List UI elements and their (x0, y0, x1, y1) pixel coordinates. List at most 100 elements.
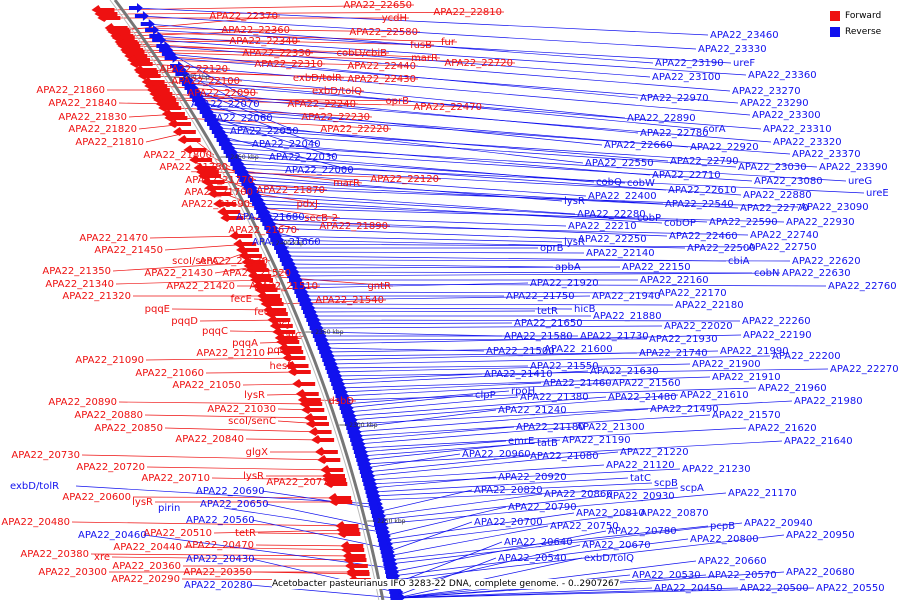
forward-gene-label[interactable]: APA22_21350 (42, 266, 111, 277)
forward-gene-label[interactable]: APA22_21340 (45, 279, 114, 290)
reverse-gene-label[interactable]: ureF (733, 58, 755, 69)
reverse-gene-label[interactable]: APA22_22040 (252, 139, 321, 150)
reverse-gene-label[interactable]: rpoH (511, 386, 535, 397)
forward-gene-label[interactable]: APA22_21060 (135, 368, 204, 379)
reverse-gene-label[interactable]: APA22_21600 (544, 344, 613, 355)
reverse-gene-label[interactable]: APA22_22050 (230, 126, 299, 137)
forward-gene-label[interactable]: marR (333, 178, 360, 189)
forward-gene-label[interactable]: aatC (279, 331, 302, 342)
reverse-gene-label[interactable]: APA22_23390 (819, 162, 888, 173)
reverse-gene-label[interactable]: tetR (537, 306, 558, 317)
reverse-gene-label[interactable]: scpB (654, 478, 678, 489)
reverse-gene-label[interactable]: APA22_21480 (608, 392, 677, 403)
reverse-gene-label[interactable]: APA22_21750 (506, 291, 575, 302)
reverse-gene-label[interactable]: oprB (540, 243, 564, 254)
reverse-gene-label[interactable]: APA22_22770 (740, 203, 809, 214)
reverse-gene-label[interactable]: APA22_20640 (504, 537, 573, 548)
reverse-gene-label[interactable]: APA22_20660 (698, 556, 767, 567)
forward-gene-label[interactable]: APA22_22220 (320, 124, 389, 135)
reverse-gene-label[interactable]: APA22_21980 (794, 396, 863, 407)
reverse-gene-label[interactable]: APA22_23080 (754, 176, 823, 187)
reverse-gene-label[interactable]: APA22_20280 (184, 580, 253, 591)
reverse-gene-label[interactable]: APA22_21730 (580, 331, 649, 342)
reverse-gene-label[interactable]: corA (703, 124, 726, 135)
forward-gene-label[interactable]: APA22_22340 (229, 36, 298, 47)
reverse-gene-label[interactable]: APA22_22880 (743, 190, 812, 201)
reverse-gene-label[interactable]: APA22_22030 (269, 152, 338, 163)
forward-gene-label[interactable]: APA22_22120 (370, 174, 439, 185)
reverse-gene-label[interactable]: scpA (680, 483, 704, 494)
forward-gene-label[interactable]: cobD/cbiB (336, 48, 387, 59)
forward-gene-label[interactable]: APA22_22440 (347, 61, 416, 72)
reverse-gene-label[interactable]: APA22_22210 (568, 221, 637, 232)
forward-gene-label[interactable]: pqqE (145, 304, 170, 315)
forward-gene-label[interactable]: APA22_21860 (36, 85, 105, 96)
reverse-gene-label[interactable]: APA22_22590 (709, 217, 778, 228)
reverse-gene-label[interactable]: APA22_21560 (612, 378, 681, 389)
forward-gene-label[interactable]: APA22_21690 (181, 199, 250, 210)
reverse-gene-label[interactable]: APA22_21220 (620, 447, 689, 458)
reverse-gene-label[interactable]: APA22_21960 (758, 383, 827, 394)
reverse-gene-label[interactable]: APA22_23030 (738, 162, 807, 173)
forward-gene-label[interactable]: pqqB (267, 345, 293, 356)
reverse-gene-label[interactable]: APA22_22170 (658, 288, 727, 299)
forward-gene-label[interactable]: marR (411, 53, 438, 64)
reverse-gene-label[interactable]: APA22_22610 (668, 185, 737, 196)
reverse-gene-label[interactable]: APA22_20460 (78, 530, 147, 541)
reverse-gene-label[interactable]: APA22_23300 (752, 110, 821, 121)
reverse-gene-label[interactable]: emrE (508, 436, 534, 447)
reverse-gene-label[interactable]: APA22_21170 (728, 488, 797, 499)
forward-gene-label[interactable]: APA22_22240 (287, 99, 356, 110)
reverse-gene-label[interactable]: APA22_21190 (562, 435, 631, 446)
reverse-gene-label[interactable]: APA22_22890 (627, 113, 696, 124)
forward-gene-label[interactable]: APA22_21420 (166, 281, 235, 292)
forward-gene-label[interactable]: fur (441, 37, 456, 48)
forward-gene-label[interactable]: APA22_20840 (175, 434, 244, 445)
forward-gene-label[interactable]: ycdH (382, 13, 407, 24)
reverse-gene-label[interactable]: APA22_23320 (773, 137, 842, 148)
forward-gene-label[interactable]: APA22_21670 (228, 225, 297, 236)
reverse-gene-label[interactable]: APA22_21230 (682, 464, 751, 475)
forward-gene-label[interactable]: APA22_22580 (349, 27, 418, 38)
forward-gene-label[interactable]: APA22_22120 (159, 64, 228, 75)
forward-gene-label[interactable]: APA22_20350 (183, 567, 252, 578)
reverse-gene-label[interactable]: APA22_22750 (748, 242, 817, 253)
forward-gene-label[interactable]: APA22_22230 (301, 112, 370, 123)
forward-gene-label[interactable]: APA22_21030 (207, 404, 276, 415)
forward-gene-label[interactable]: APA22_22470 (413, 102, 482, 113)
forward-gene-label[interactable]: APA22_20770 (266, 477, 335, 488)
forward-gene-label[interactable]: recJ (272, 319, 291, 330)
forward-gene-label[interactable]: APA22_20470 (185, 540, 254, 551)
reverse-gene-label[interactable]: APA22_21940 (592, 291, 661, 302)
reverse-gene-label[interactable]: cobW (627, 178, 655, 189)
forward-gene-label[interactable]: lysR (243, 471, 264, 482)
reverse-gene-label[interactable]: APA22_22500 (687, 243, 756, 254)
forward-gene-label[interactable]: APA22_21470 (79, 233, 148, 244)
reverse-gene-label[interactable]: APA22_22760 (828, 281, 897, 292)
reverse-gene-label[interactable]: APA22_20680 (786, 567, 855, 578)
reverse-gene-label[interactable]: APA22_23190 (655, 58, 724, 69)
reverse-gene-label[interactable]: exbD/tolR (10, 481, 59, 492)
reverse-gene-label[interactable]: cbiA (728, 256, 750, 267)
forward-gene-label[interactable]: APA22_20880 (74, 410, 143, 421)
forward-gene-label[interactable]: APA22_21870 (256, 185, 325, 196)
forward-gene-label[interactable]: glgX (246, 447, 268, 458)
reverse-gene-label[interactable]: tatB (537, 438, 558, 449)
reverse-gene-label[interactable]: APA22_21900 (692, 359, 761, 370)
reverse-gene-label[interactable]: tatC (630, 473, 651, 484)
reverse-gene-label[interactable]: APA22_22620 (792, 256, 861, 267)
forward-gene-label[interactable]: APA22_21430 (144, 268, 213, 279)
reverse-gene-label[interactable]: APA22_22020 (664, 321, 733, 332)
forward-gene-label[interactable]: scoI/senC (172, 256, 220, 267)
reverse-gene-label[interactable]: APA22_20690 (196, 486, 265, 497)
forward-gene-label[interactable]: APA22_20480 (1, 517, 70, 528)
reverse-gene-label[interactable]: APA22_23370 (792, 149, 861, 160)
forward-gene-label[interactable]: APA22_22370 (209, 11, 278, 22)
forward-gene-label[interactable]: APA22_21450 (94, 245, 163, 256)
reverse-gene-label[interactable]: APA22_22550 (585, 158, 654, 169)
forward-gene-label[interactable]: APA22_22360 (221, 25, 290, 36)
reverse-gene-label[interactable]: apbA (555, 262, 581, 273)
reverse-gene-label[interactable]: APA22_21630 (590, 366, 659, 377)
reverse-gene-label[interactable]: APA22_22180 (675, 300, 744, 311)
reverse-gene-label[interactable]: APA22_20650 (200, 499, 269, 510)
